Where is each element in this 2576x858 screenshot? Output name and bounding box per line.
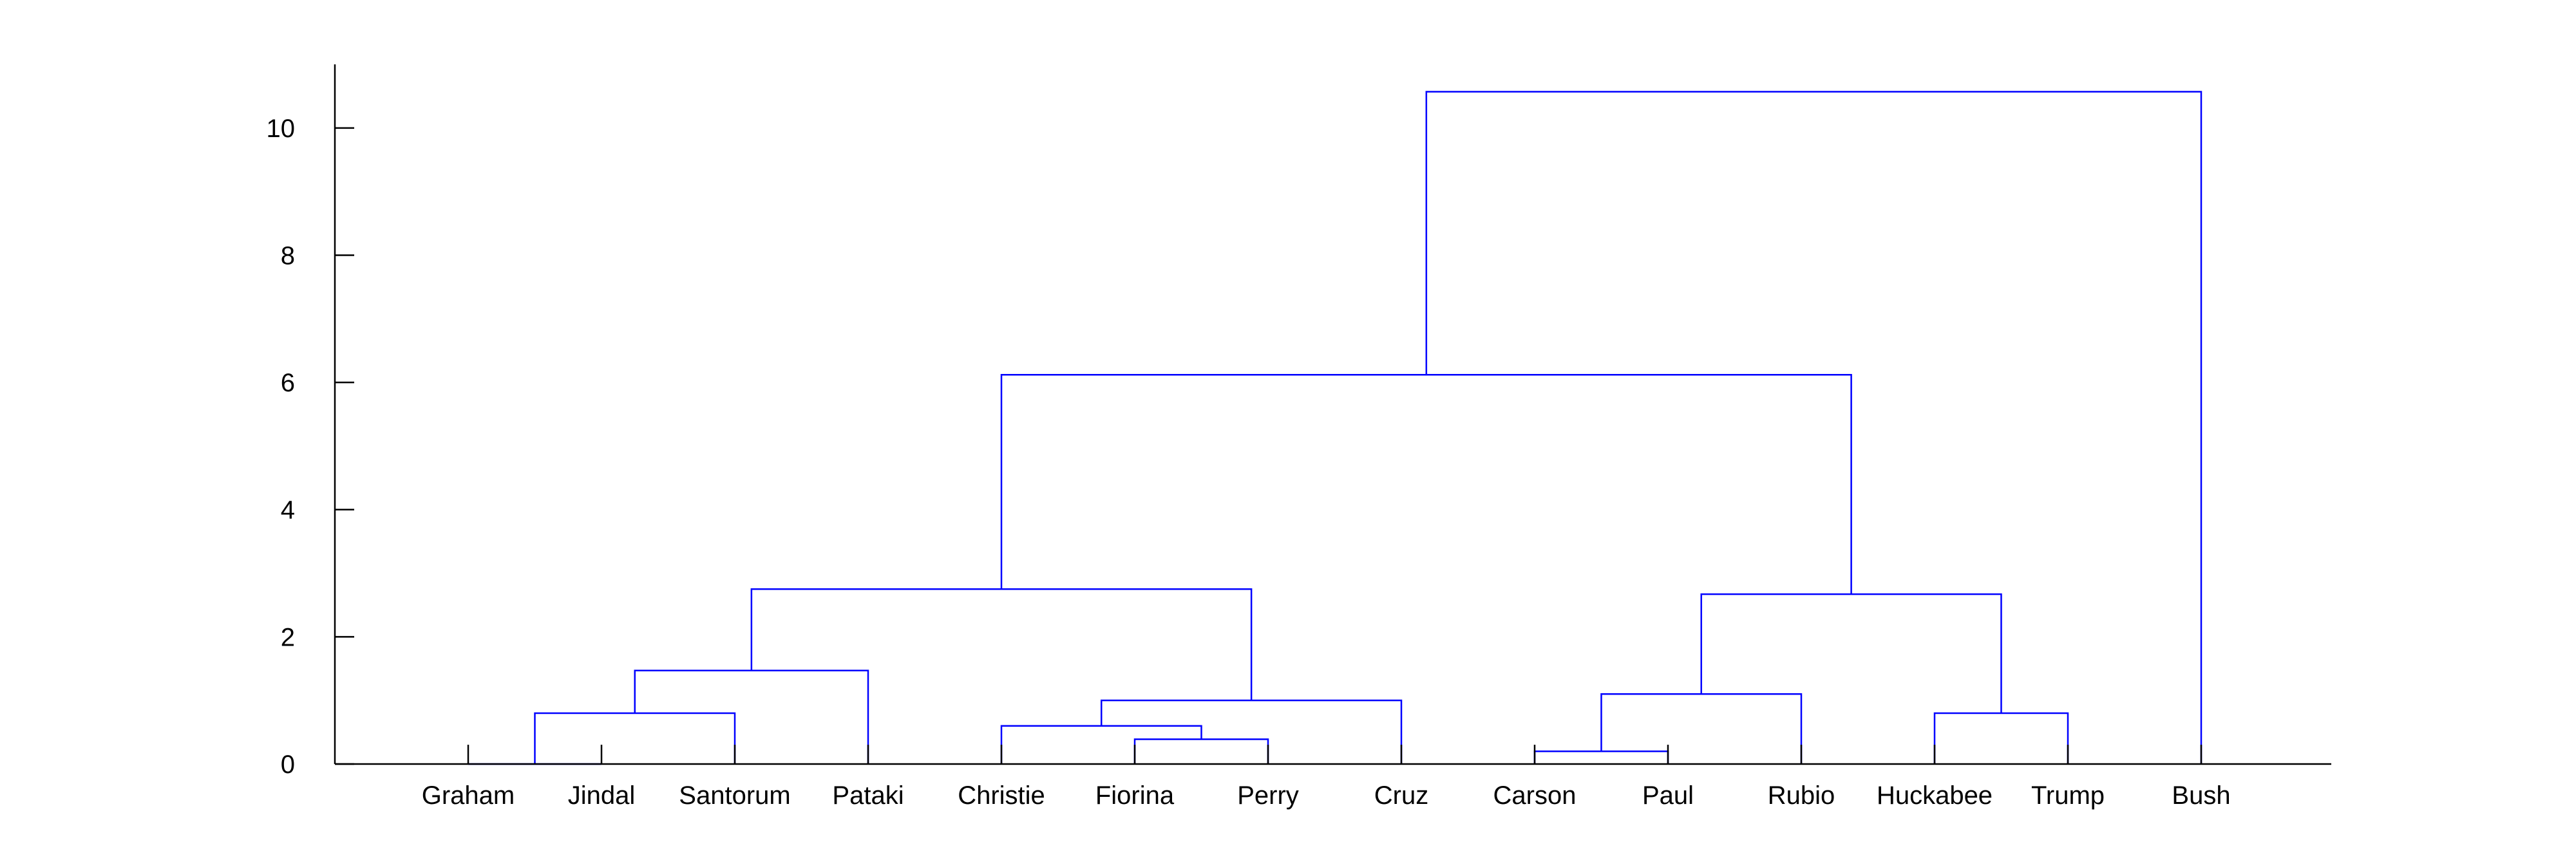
y-tick-label: 4: [281, 496, 295, 525]
leaf-label-rubio: Rubio: [1768, 781, 1835, 810]
dendrogram-link-12: [1000, 373, 1852, 595]
dendrogram-link-11: [750, 588, 1253, 701]
axes: [334, 64, 2331, 765]
leaf-label-bush: Bush: [2172, 781, 2230, 810]
dendrogram-link-10: [1700, 593, 2002, 713]
dendrogram-link-3: [1533, 750, 1669, 764]
leaf-label-paul: Paul: [1642, 781, 1694, 810]
dendrogram-link-5: [534, 712, 736, 764]
y-tick-label: 0: [281, 751, 295, 779]
leaf-label-trump: Trump: [2031, 781, 2105, 810]
leaf-label-pataki: Pataki: [832, 781, 904, 810]
y-tick-label: 8: [281, 241, 295, 270]
leaf-label-fiorina: Fiorina: [1095, 781, 1175, 810]
leaf-label-perry: Perry: [1237, 781, 1299, 810]
y-tick-label: 2: [281, 623, 295, 651]
leaf-label-santorum: Santorum: [679, 781, 790, 810]
leaf-label-christie: Christie: [958, 781, 1045, 810]
dendrogram-link-9: [634, 669, 869, 764]
leaf-label-jindal: Jindal: [568, 781, 636, 810]
leaf-label-huckabee: Huckabee: [1877, 781, 1993, 810]
leaf-label-carson: Carson: [1493, 781, 1577, 810]
leaf-label-cruz: Cruz: [1374, 781, 1428, 810]
dendrogram-link-8: [1600, 693, 1803, 764]
dendrogram-link-7: [1101, 699, 1403, 764]
y-tick-label: 10: [267, 115, 296, 143]
dendrogram-links: [468, 91, 2202, 765]
dendrogram-link-13: [1425, 91, 2202, 764]
dendrogram-link-4: [1000, 725, 1202, 764]
leaf-label-graham: Graham: [422, 781, 515, 810]
dendrogram-link-2: [1133, 738, 1269, 764]
tick-labels: 0 2 4 6 8 10 Graham Jindal Santorum Pataki Christi…: [267, 115, 2231, 810]
dendrogram-link-6: [1933, 712, 2069, 764]
y-tick-label: 6: [281, 369, 295, 397]
